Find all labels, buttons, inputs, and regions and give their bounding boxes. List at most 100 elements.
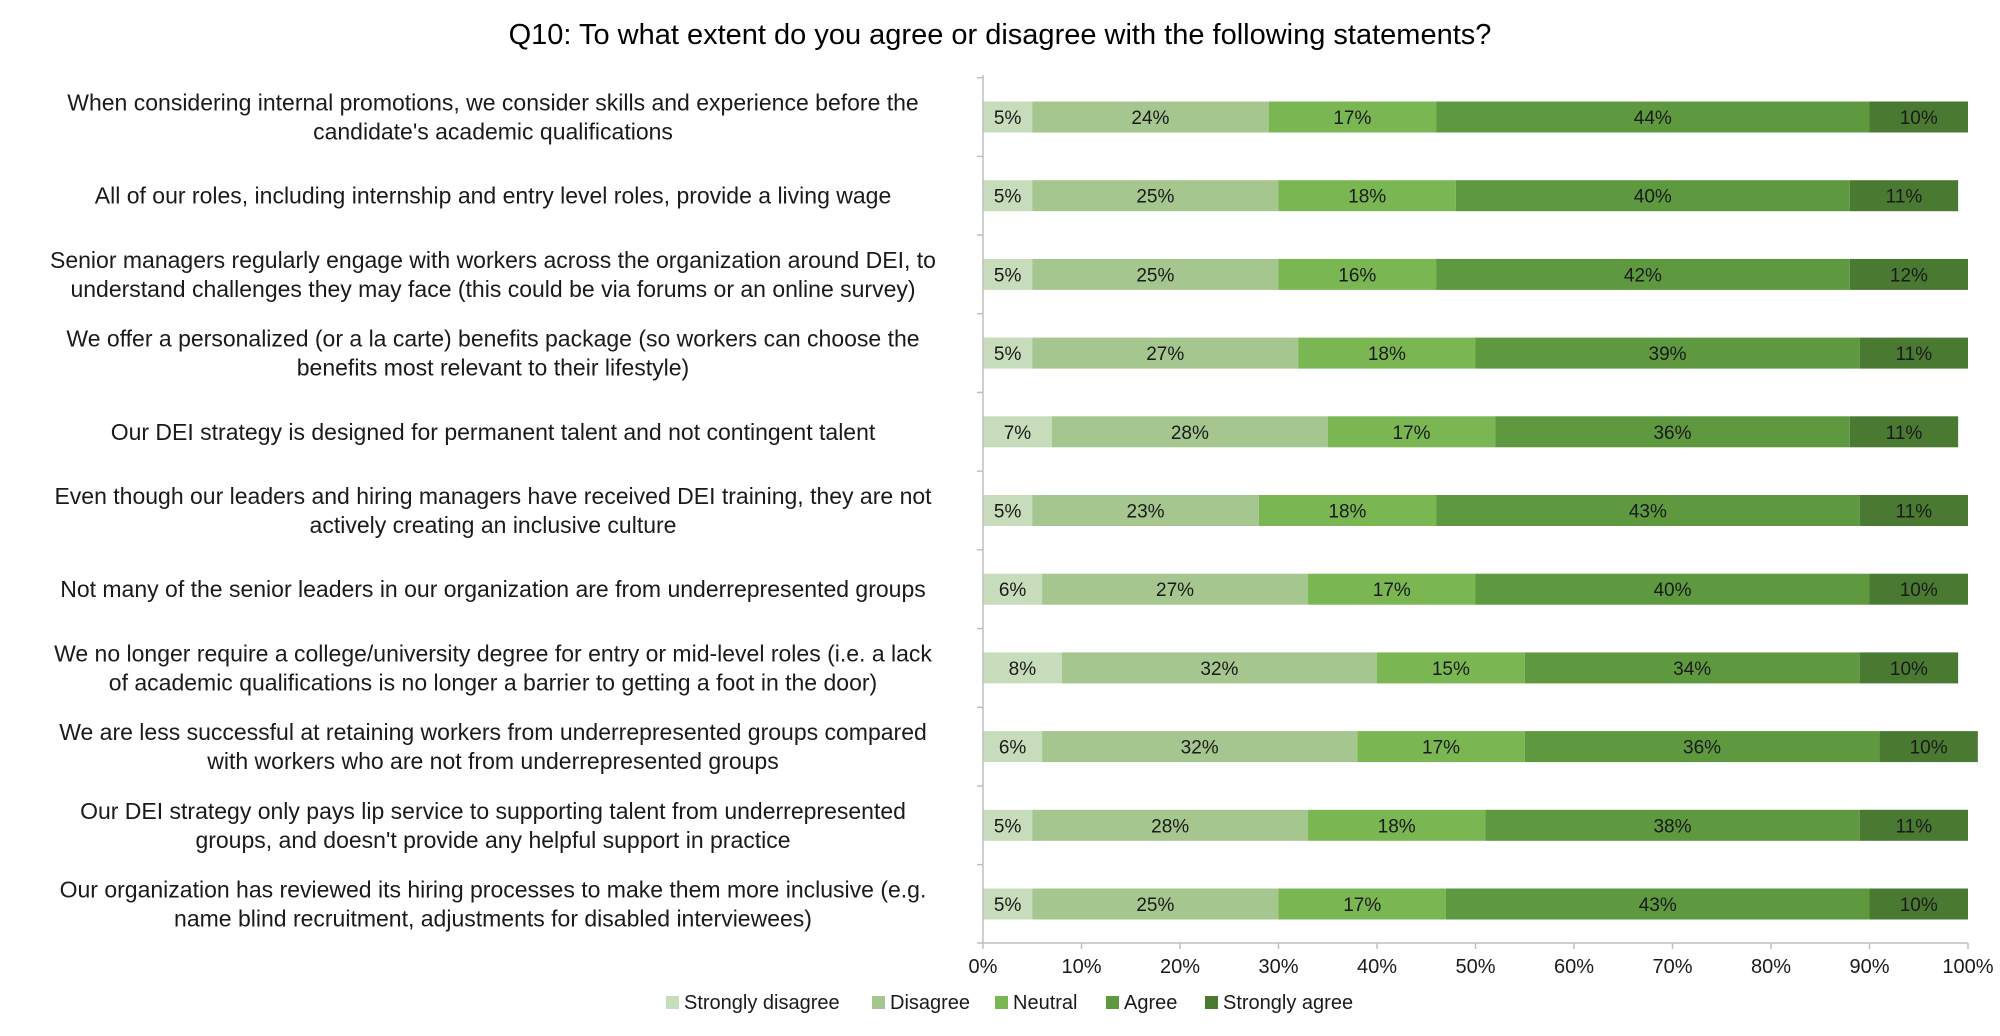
bar-segment-neutral [1308, 809, 1486, 841]
category-label: All of our roles, including internship a… [95, 183, 892, 209]
data-label: 18% [1378, 816, 1416, 837]
category-label: Our organization has reviewed its hiring… [60, 877, 927, 932]
bar-segment-strongly-agree [1859, 495, 1968, 526]
bar-segment-agree [1475, 573, 1870, 605]
bar-segment-strongly-disagree [983, 888, 1033, 920]
category-label: We are less successful at retaining work… [59, 719, 927, 774]
data-label: 44% [1634, 108, 1672, 129]
data-label: 5% [994, 108, 1022, 129]
data-label: 17% [1333, 108, 1371, 129]
data-label: 17% [1373, 580, 1411, 601]
bar-segment-agree [1475, 337, 1860, 369]
bar-segment-strongly-disagree [983, 101, 1033, 133]
legend-swatch [1205, 996, 1218, 1009]
bar-segment-strongly-disagree [983, 416, 1052, 448]
bar-segment-strongly-agree [1869, 101, 1968, 133]
bar-segment-agree [1485, 809, 1860, 841]
bar-segment-strongly-agree [1869, 573, 1968, 605]
legend-label: Disagree [890, 992, 970, 1014]
bars: 5% 24% 17% 44% 10% 5% 25% 18% 40% 11% 5% 25% 16% 42% 1… [983, 101, 1978, 920]
legend: Strongly disagree Disagree Neutral Agree Str… [666, 992, 1353, 1014]
legend-swatch [995, 996, 1008, 1009]
data-label: 39% [1649, 344, 1687, 365]
bar-segment-disagree [1032, 809, 1309, 841]
bar-segment-neutral [1268, 101, 1437, 133]
data-label: 40% [1653, 580, 1691, 601]
bar-segment-strongly-agree [1849, 416, 1959, 448]
data-label: 16% [1338, 265, 1376, 286]
data-label: 17% [1392, 423, 1430, 444]
data-label: 15% [1432, 659, 1470, 680]
bar-segment-agree [1445, 888, 1870, 920]
bar-segment-neutral [1327, 416, 1496, 448]
data-label: 7% [1004, 423, 1032, 444]
bar-segment-strongly-disagree [983, 652, 1062, 684]
bar-segment-neutral [1357, 731, 1525, 763]
data-label: 5% [994, 344, 1022, 365]
legend-swatch [666, 996, 679, 1009]
bar-segment-strongly-disagree [983, 180, 1033, 212]
legend-label: Neutral [1013, 992, 1077, 1014]
data-label: 17% [1343, 895, 1381, 916]
bar-segment-neutral [1278, 888, 1446, 920]
bar-segment-neutral [1278, 258, 1437, 290]
bar-segment-strongly-agree [1879, 731, 1978, 763]
category-label: Not many of the senior leaders in our or… [60, 576, 926, 602]
data-label: 11% [1896, 816, 1933, 837]
bar-segment-agree [1436, 101, 1870, 133]
bar-segment-strongly-disagree [983, 495, 1033, 526]
data-label: 42% [1624, 265, 1662, 286]
data-label: 10% [1910, 738, 1948, 759]
bar-segment-disagree [1032, 495, 1259, 526]
data-label: 23% [1127, 502, 1165, 523]
data-label: 25% [1136, 265, 1174, 286]
data-label: 28% [1171, 423, 1209, 444]
bar-segment-strongly-agree [1849, 258, 1968, 290]
bar-segment-disagree [1032, 888, 1279, 920]
data-label: 36% [1653, 423, 1691, 444]
category-label: Senior managers regularly engage with wo… [50, 247, 936, 302]
data-label: 6% [999, 580, 1027, 601]
bar-segment-strongly-agree [1859, 652, 1959, 684]
bar-segment-agree [1436, 258, 1850, 290]
data-label: 32% [1200, 659, 1238, 680]
legend-label: Strongly agree [1223, 992, 1353, 1014]
legend-label: Agree [1124, 992, 1177, 1014]
x-tick-label: 30% [1258, 956, 1298, 978]
bar-segment-strongly-agree [1849, 180, 1959, 212]
data-label: 12% [1890, 265, 1928, 286]
bar-segment-strongly-disagree [983, 809, 1033, 841]
x-tick-label: 50% [1455, 956, 1495, 978]
x-tick-label: 80% [1751, 956, 1791, 978]
bar-segment-disagree [1061, 652, 1377, 684]
bar-segment-disagree [1032, 337, 1299, 369]
data-label: 8% [1009, 659, 1037, 680]
data-label: 10% [1890, 659, 1928, 680]
data-label: 43% [1629, 502, 1667, 523]
x-tick-label: 10% [1061, 956, 1101, 978]
data-label: 28% [1151, 816, 1189, 837]
bar-segment-disagree [1042, 731, 1358, 763]
x-tick-label: 0% [969, 956, 998, 978]
data-label: 43% [1639, 895, 1677, 916]
bar-segment-agree [1524, 652, 1860, 684]
data-label: 5% [994, 895, 1022, 916]
data-label: 11% [1896, 502, 1933, 523]
bar-segment-agree [1524, 731, 1880, 763]
data-label: 40% [1634, 187, 1672, 208]
x-tick-label: 40% [1357, 956, 1397, 978]
data-label: 17% [1422, 738, 1460, 759]
bar-segment-disagree [1032, 258, 1279, 290]
bar-segment-disagree [1032, 180, 1279, 212]
category-label: We offer a personalized (or a la carte) … [66, 326, 919, 381]
data-label: 27% [1156, 580, 1194, 601]
data-label: 24% [1131, 108, 1169, 129]
bar-segment-neutral [1298, 337, 1476, 369]
legend-swatch [872, 996, 885, 1009]
bar-segment-neutral [1308, 573, 1476, 605]
x-tick-label: 20% [1160, 956, 1200, 978]
data-label: 5% [994, 265, 1022, 286]
category-label: Even though our leaders and hiring manag… [54, 483, 932, 538]
category-label: Our DEI strategy is designed for permane… [111, 419, 876, 445]
